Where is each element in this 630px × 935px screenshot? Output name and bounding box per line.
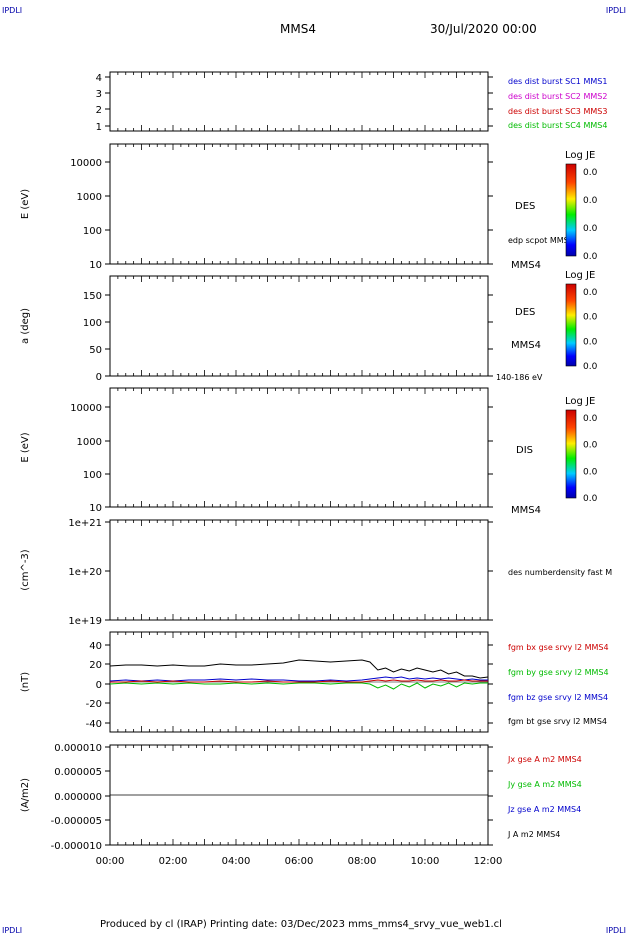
y-tick-label: 150: [83, 291, 102, 302]
colorbar-tick-label: 0.0: [583, 288, 598, 298]
y-tick-label: 0.000000: [54, 792, 102, 803]
panel-side-label: 140-186 eV: [496, 373, 543, 382]
panel-side-label: edp scpot MMS4: [508, 236, 574, 245]
y-tick-label: 1: [96, 122, 102, 133]
legend-entry: J A m2 MMS4: [507, 830, 560, 839]
x-tick-label: 02:00: [159, 856, 188, 867]
x-tick-label: 06:00: [285, 856, 314, 867]
y-tick-label: 20: [89, 660, 102, 671]
legend-entry: des dist burst SC3 MMS3: [508, 107, 607, 116]
colorbar-title: Log JE: [565, 270, 595, 281]
corner-label-bottom-left: IPDLI: [2, 926, 23, 935]
y-axis-label: (nT): [20, 672, 31, 692]
y-tick-label: 1e+20: [68, 567, 102, 578]
colorbar-title: Log JE: [565, 396, 595, 407]
y-tick-label: 10000: [70, 403, 102, 414]
panel-frame-3: [109, 275, 489, 377]
y-axis-label: E (eV): [20, 189, 31, 219]
colorbar-tick-label: 0.0: [583, 313, 598, 323]
colorbar-tick-label: 0.0: [583, 337, 598, 347]
y-tick-label: 1e+19: [68, 616, 102, 627]
colorbar: [565, 283, 577, 367]
panel-side-label: MMS4: [511, 505, 541, 516]
y-tick-label: 40: [89, 641, 102, 652]
panel-side-label: MMS4: [511, 340, 541, 351]
y-tick-label: 10: [89, 503, 102, 514]
y-tick-label: -20: [86, 699, 102, 710]
footer-text: Produced by cl (IRAP) Printing date: 03/…: [100, 919, 502, 930]
y-tick-label: 1e+21: [68, 518, 102, 529]
colorbar-tick-label: 0.0: [583, 362, 598, 372]
x-tick-label: 08:00: [348, 856, 377, 867]
corner-label-top-left: IPDLI: [2, 6, 23, 15]
y-tick-label: -40: [86, 719, 102, 730]
panel-side-label: DES: [515, 307, 535, 318]
series-line: [110, 679, 488, 683]
legend-entry: des numberdensity fast M: [508, 568, 612, 577]
panel-frame-5: [109, 519, 489, 621]
colorbar-tick-label: 0.0: [583, 224, 598, 234]
panel-side-label: MMS4: [511, 260, 541, 271]
y-tick-label: 100: [83, 226, 102, 237]
colorbar-tick-label: 0.0: [583, 414, 598, 424]
series-line: [109, 659, 489, 679]
series-line: [109, 682, 488, 690]
date-title: 30/Jul/2020 00:00: [430, 22, 537, 36]
colorbar-tick-label: 0.0: [583, 494, 598, 504]
legend-entry: des dist burst SC2 MMS2: [508, 92, 607, 101]
legend-entry: des dist burst SC4 MMS4: [508, 121, 607, 130]
legend-entry: des dist burst SC1 MMS1: [508, 77, 607, 86]
legend-entry: fgm bt gse srvy l2 MMS4: [508, 717, 607, 726]
colorbar: [565, 163, 577, 257]
y-tick-label: 10: [89, 260, 102, 271]
y-tick-label: -0.000010: [51, 841, 102, 852]
y-tick-label: 100: [83, 470, 102, 481]
y-axis-label: E (eV): [20, 432, 31, 462]
x-tick-label: 12:00: [474, 856, 503, 867]
y-tick-label: -0.000005: [51, 816, 102, 827]
y-tick-label: 1000: [77, 437, 102, 448]
colorbar-tick-label: 0.0: [583, 467, 598, 477]
colorbar-tick-label: 0.0: [583, 196, 598, 206]
y-tick-label: 0: [96, 680, 102, 691]
legend-entry: fgm bx gse srvy l2 MMS4: [508, 643, 609, 652]
y-axis-label: a (deg): [20, 308, 31, 344]
legend-entry: Jy gse A m2 MMS4: [507, 780, 582, 789]
colorbar-title: Log JE: [565, 150, 595, 161]
y-tick-label: 100: [83, 318, 102, 329]
legend-entry: fgm bz gse srvy l2 MMS4: [508, 693, 608, 702]
corner-label-top-right: IPDLI: [605, 6, 626, 15]
panel-frame-4: [109, 387, 489, 508]
legend-entry: fgm by gse srvy l2 MMS4: [508, 668, 609, 677]
y-tick-label: 1000: [77, 192, 102, 203]
y-tick-label: 3: [96, 89, 102, 100]
y-tick-label: 10000: [70, 158, 102, 169]
series-line: [109, 676, 488, 682]
spacecraft-title: MMS4: [280, 22, 316, 36]
x-tick-label: 04:00: [222, 856, 251, 867]
y-tick-label: 4: [96, 73, 102, 84]
panel-frame-1: [109, 71, 489, 132]
colorbar-tick-label: 0.0: [583, 441, 598, 451]
panel-frame-2: [109, 143, 489, 265]
y-tick-label: 0.000005: [54, 767, 102, 778]
panel-side-label: DIS: [516, 445, 533, 456]
panel-side-label: DES: [515, 201, 535, 212]
legend-entry: Jz gse A m2 MMS4: [507, 805, 581, 814]
y-axis-label: (A/m2): [20, 778, 31, 812]
y-tick-label: 2: [96, 105, 102, 116]
corner-label-bottom-right: IPDLI: [605, 926, 626, 935]
x-tick-label: 00:00: [96, 856, 125, 867]
y-tick-label: 50: [89, 345, 102, 356]
colorbar-tick-label: 0.0: [583, 252, 598, 262]
legend-entry: Jx gse A m2 MMS4: [507, 755, 582, 764]
colorbar-tick-label: 0.0: [583, 168, 598, 178]
y-axis-label: (cm^-3): [20, 549, 31, 590]
x-tick-label: 10:00: [411, 856, 440, 867]
colorbar: [565, 409, 577, 499]
y-tick-label: 0.000010: [54, 743, 102, 754]
y-tick-label: 0: [96, 372, 102, 383]
